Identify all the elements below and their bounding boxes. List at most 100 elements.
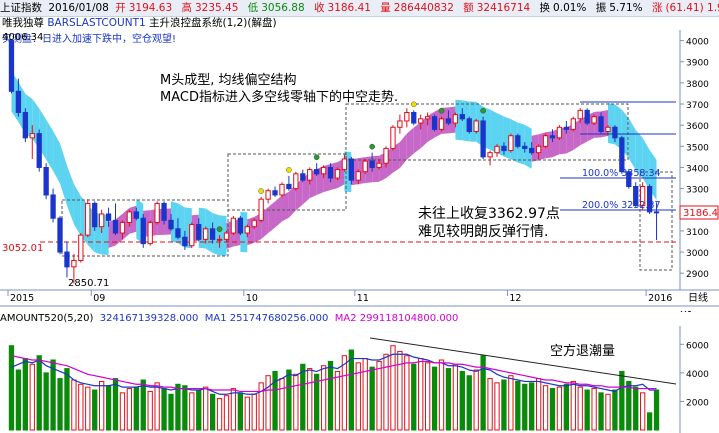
rising-ribbon-segment [406, 127, 414, 160]
candle-down [633, 185, 639, 207]
volume-bar-down [237, 392, 244, 431]
volume-label: AMOUNT520(5,20) [0, 313, 94, 324]
volume-bar-down [327, 360, 334, 431]
volume-ticks: 6000 4000 2000 [680, 341, 709, 408]
falling-ribbon-segment [517, 122, 525, 165]
indicator-name-c: 主升浪控盘系统(1,2)(解盘) [149, 17, 277, 29]
volume-bar-up [216, 398, 223, 431]
volume-bar-up [508, 375, 514, 431]
candle-up [397, 120, 403, 128]
candle-up [147, 221, 153, 245]
volume-bar-down [612, 389, 618, 431]
signal-dot [369, 143, 375, 150]
volume-bar-down [209, 393, 216, 431]
price-tick-label: 4000 [686, 38, 709, 48]
volume-bar-up [556, 386, 563, 431]
volume-bar-up [189, 392, 195, 431]
candle-down [64, 251, 70, 268]
volume-bar-up [119, 392, 126, 431]
candle-up [577, 109, 583, 120]
volume-bar-down [182, 385, 188, 431]
candle-up [71, 260, 77, 268]
price-tick-label: 3800 [686, 80, 709, 90]
candle-up [154, 202, 160, 223]
candle-up [570, 118, 576, 130]
price-tick-label: 3300 [686, 186, 709, 196]
candle-down [286, 183, 292, 190]
volume-bar-down [445, 368, 452, 431]
candle-down [105, 213, 112, 221]
volume-bar-up [605, 393, 611, 431]
rising-ribbon-segment [288, 184, 296, 218]
candle-down [300, 173, 306, 181]
candle-down [8, 40, 15, 92]
volume-bar-up [591, 388, 597, 431]
falling-ribbon-segment [53, 130, 61, 184]
rising-ribbon-segment [420, 115, 428, 149]
box-fib [639, 171, 673, 271]
last-price-label: 3186.41 [683, 208, 719, 219]
candle-down [598, 116, 604, 133]
volume-bar-down [646, 412, 653, 431]
volume-bar-up [376, 360, 382, 431]
candle-up [320, 166, 327, 175]
volume-bar-down [15, 369, 22, 431]
volume-bar-down [584, 389, 590, 431]
candle-down [480, 120, 486, 158]
falling-ribbon-segment [642, 137, 650, 190]
volume-bar-up [494, 382, 500, 431]
volume-bar-down [161, 388, 167, 431]
price-tick-label: 3500 [686, 143, 709, 153]
candle-down [15, 90, 22, 113]
candle-down [584, 109, 590, 124]
volume-bar-up [452, 363, 459, 431]
alert-text: 实测盘：日进入加速下跌中，空仓观望! [2, 34, 177, 45]
volume-bar-up [390, 345, 396, 431]
volume-bar-up [85, 386, 91, 431]
volume-bar-up [487, 378, 493, 431]
volume-bar-up [223, 395, 230, 431]
candle-down [50, 194, 56, 219]
price-ticks: 4000390038003700360035003400330032003100… [680, 38, 709, 280]
candle-down [522, 145, 528, 149]
open-value: 3194.63 [128, 2, 173, 14]
volume-annotation: 空方退潮量 [550, 343, 615, 359]
candle-up [258, 198, 264, 221]
volume-bar-up [404, 355, 410, 431]
volume-bar-up [244, 396, 250, 431]
volume-header: AMOUNT520(5,20) 324167139328.000 MA1 251… [0, 312, 719, 326]
rising-ribbon-segment [434, 107, 442, 138]
amount-value: 286440832 [393, 2, 454, 14]
candle-down [653, 211, 660, 214]
ma2-line [11, 355, 657, 393]
indicator-name-a: 唯我独尊 [2, 17, 44, 29]
price-tick-label: 2900 [686, 270, 709, 280]
price-tick-label: 3900 [686, 59, 709, 69]
box-top [345, 103, 629, 161]
candle-up [418, 118, 424, 124]
volume-bar-down [598, 392, 604, 431]
candle-up [85, 202, 91, 236]
signal-dot [480, 107, 486, 114]
volume-bar-down [300, 363, 306, 431]
candle-up [404, 111, 410, 122]
candle-up [438, 118, 445, 130]
volume-value: 324167139328.000 [99, 313, 199, 324]
x-tick-label: 12 [509, 293, 521, 304]
candle-down [612, 126, 618, 139]
volume-bar-down [43, 372, 49, 431]
candle-up [126, 211, 133, 223]
candle-down [619, 137, 625, 173]
candle-up [355, 171, 361, 181]
volume-trendline [369, 337, 677, 385]
volume-bar-down [431, 366, 438, 431]
volume-bar-down [522, 383, 528, 431]
turnover-value: 32416714 [476, 2, 531, 14]
candle-down [140, 217, 146, 245]
swing-value: 5.71% [609, 2, 643, 14]
falling-ribbon-segment [490, 109, 497, 154]
price-tick-label: 3400 [686, 164, 709, 174]
left-level-label: 3052.01 [2, 243, 43, 254]
volume-bar-up [230, 388, 237, 431]
candle-up [591, 116, 597, 124]
